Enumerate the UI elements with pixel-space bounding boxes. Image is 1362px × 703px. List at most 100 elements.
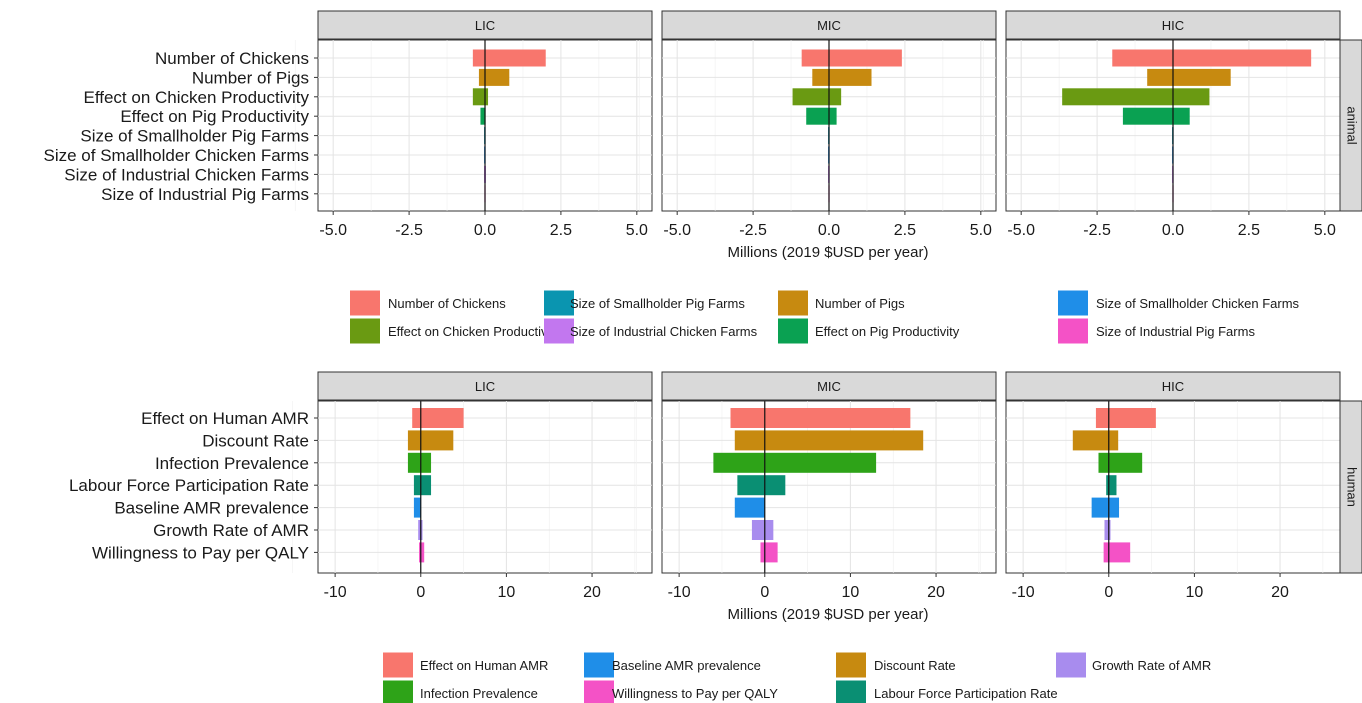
x-tick-label: 10 bbox=[1186, 584, 1204, 601]
facet-label: LIC bbox=[475, 379, 495, 394]
facet-label: MIC bbox=[817, 18, 841, 33]
bar-discount-rate bbox=[734, 430, 924, 451]
x-tick-label: 2.5 bbox=[894, 222, 916, 239]
facet-strip bbox=[1005, 371, 1341, 401]
x-tick-label: -5.0 bbox=[663, 222, 691, 239]
facet-label: LIC bbox=[475, 18, 495, 33]
legend-label: Size of Industrial Pig Farms bbox=[1096, 324, 1255, 339]
y-tick-label: Number of Pigs bbox=[192, 68, 309, 87]
facet-label: HIC bbox=[1162, 379, 1184, 394]
legend-key bbox=[1058, 318, 1088, 344]
panel-animal-hic: HIC -5.0 -2.5 0.0 2.5 5.0 bbox=[982, 10, 1341, 239]
panel-animal-lic: LIC -5.0 -2.5 0.0 2.5 5.0 bbox=[294, 10, 676, 239]
x-tick-label: -2.5 bbox=[395, 222, 423, 239]
legend-key bbox=[544, 318, 574, 344]
bar-baseline-amr-prevalence bbox=[734, 497, 765, 518]
bar-effect-on-human-amr bbox=[412, 408, 464, 428]
x-tick-label: 0 bbox=[760, 584, 769, 601]
legend-key bbox=[350, 318, 380, 344]
row-facet-strip bbox=[1339, 39, 1362, 212]
x-tick-label: 5.0 bbox=[1314, 222, 1336, 239]
bar-growth-rate-of-amr bbox=[1104, 520, 1111, 540]
legend-key bbox=[584, 680, 614, 703]
bar-effect-on-human-amr bbox=[1095, 408, 1156, 428]
x-tick-label: -2.5 bbox=[1083, 222, 1111, 239]
legend-key bbox=[836, 680, 866, 703]
x-tick-label: 10 bbox=[842, 584, 860, 601]
x-tick-label: 5.0 bbox=[970, 222, 992, 239]
y-tick-label: Growth Rate of AMR bbox=[153, 521, 309, 540]
facet-strip bbox=[661, 10, 997, 40]
y-tick-label: Number of Chickens bbox=[155, 49, 309, 68]
bar-effect-on-pig-productivity bbox=[806, 107, 837, 125]
bar-number-of-pigs bbox=[478, 68, 510, 86]
y-tick-label: Size of Industrial Pig Farms bbox=[101, 185, 309, 204]
x-tick-label: 0.0 bbox=[474, 222, 496, 239]
legend-key bbox=[544, 290, 574, 316]
facet-label: MIC bbox=[817, 379, 841, 394]
x-axis-title: Millions (2019 $USD per year) bbox=[728, 606, 929, 623]
legend-label: Baseline AMR prevalence bbox=[612, 658, 761, 673]
legend-label: Effect on Human AMR bbox=[420, 658, 548, 673]
legend-label: Willingness to Pay per QALY bbox=[612, 686, 778, 701]
x-tick-label: 2.5 bbox=[550, 222, 572, 239]
row-facet-label: human bbox=[1345, 467, 1360, 507]
legend-label: Effect on Pig Productivity bbox=[815, 324, 960, 339]
x-tick-label: 0 bbox=[1104, 584, 1113, 601]
legend-label: Growth Rate of AMR bbox=[1092, 658, 1211, 673]
x-tick-label: 20 bbox=[927, 584, 945, 601]
bar-growth-rate-of-amr bbox=[751, 520, 774, 540]
x-tick-label: 2.5 bbox=[1238, 222, 1260, 239]
bar-baseline-amr-prevalence bbox=[1091, 497, 1120, 518]
x-axis-title: Millions (2019 $USD per year) bbox=[728, 244, 929, 261]
legend-label: Effect on Chicken Productivity bbox=[388, 324, 561, 339]
facet-strip bbox=[1005, 10, 1341, 40]
x-tick-label: 5.0 bbox=[626, 222, 648, 239]
panel-human-lic: LIC -10 0 10 20 bbox=[292, 371, 653, 601]
bar-effect-on-chicken-productivity bbox=[472, 88, 489, 106]
legend-item-size-of-industrial-chicken-farms: Size of Industrial Chicken Farms bbox=[544, 318, 758, 344]
x-tick-label: 0 bbox=[416, 584, 425, 601]
legend-key bbox=[350, 290, 380, 316]
facet-strip bbox=[317, 10, 653, 40]
legend-key bbox=[778, 290, 808, 316]
facet-strip bbox=[317, 371, 653, 401]
x-tick-label: -5.0 bbox=[319, 222, 347, 239]
x-tick-label: -10 bbox=[668, 584, 691, 601]
y-tick-label: Discount Rate bbox=[202, 431, 309, 450]
y-tick-label: Effect on Chicken Productivity bbox=[83, 88, 309, 107]
x-tick-label: -2.5 bbox=[739, 222, 767, 239]
x-tick-label: -5.0 bbox=[1007, 222, 1035, 239]
legend-item-labour-force-participation-rate: Labour Force Participation Rate bbox=[836, 680, 1058, 703]
row-facet-strip bbox=[1339, 400, 1362, 574]
plot-area bbox=[1005, 400, 1341, 574]
legend-human: Effect on Human AMR Infection Prevalence B… bbox=[383, 652, 1211, 703]
legend-key bbox=[1058, 290, 1088, 316]
bar-willingness-to-pay-per-qaly bbox=[419, 542, 425, 563]
bar-number-of-chickens bbox=[472, 49, 546, 67]
legend-key bbox=[778, 318, 808, 344]
bar-number-of-chickens bbox=[1112, 49, 1312, 67]
chart-human: LIC -10 0 10 20 MIC -10 0 10 20 HIC -10 0 10 20 Effect … bbox=[69, 371, 1362, 703]
row-facet-label: animal bbox=[1345, 106, 1360, 144]
bar-labour-force-participation-rate bbox=[1106, 475, 1117, 496]
plot-area bbox=[661, 400, 997, 574]
x-tick-label: 0.0 bbox=[818, 222, 840, 239]
y-tick-label: Infection Prevalence bbox=[155, 454, 309, 473]
legend-key bbox=[1056, 652, 1086, 678]
legend-label: Infection Prevalence bbox=[420, 686, 538, 701]
bar-discount-rate bbox=[407, 430, 454, 451]
legend-label: Size of Smallholder Pig Farms bbox=[570, 296, 745, 311]
bar-effect-on-human-amr bbox=[730, 408, 911, 428]
y-tick-label: Willingness to Pay per QALY bbox=[92, 543, 309, 562]
bar-effect-on-pig-productivity bbox=[480, 107, 486, 125]
bar-effect-on-chicken-productivity bbox=[792, 88, 842, 106]
x-tick-label: 10 bbox=[498, 584, 516, 601]
legend-label: Size of Industrial Chicken Farms bbox=[570, 324, 758, 339]
plot-area bbox=[317, 400, 653, 574]
x-tick-label: 20 bbox=[1271, 584, 1289, 601]
bar-effect-on-pig-productivity bbox=[1122, 107, 1190, 125]
legend-item-size-of-smallholder-pig-farms: Size of Smallholder Pig Farms bbox=[544, 290, 745, 316]
bar-willingness-to-pay-per-qaly bbox=[1103, 542, 1131, 563]
